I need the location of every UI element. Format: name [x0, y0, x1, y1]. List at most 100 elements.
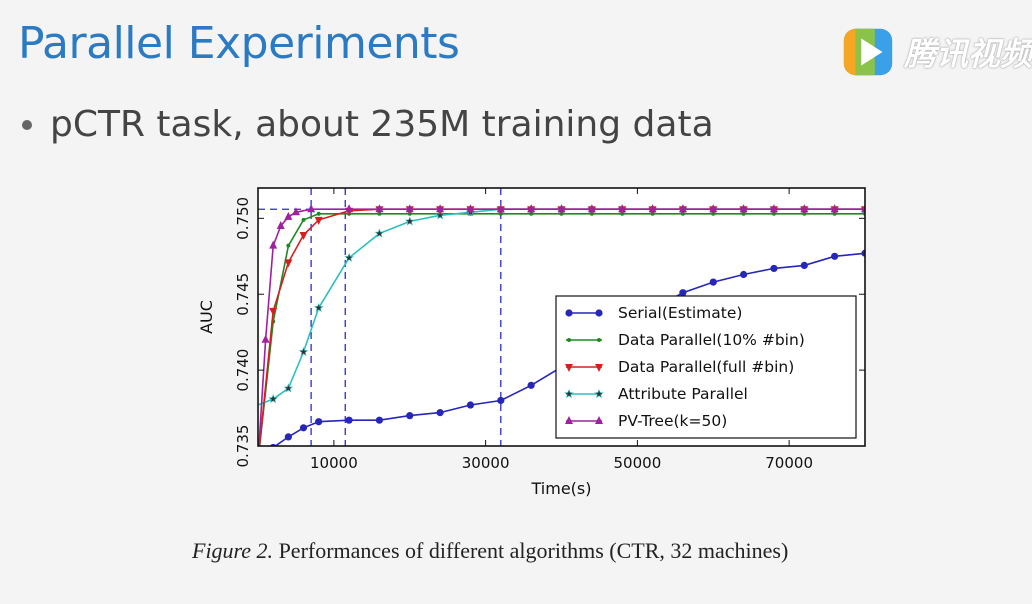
y-tick-label-0: 0.735 — [234, 425, 252, 468]
legend-label-0: Serial(Estimate) — [618, 304, 742, 322]
legend-marker-b-4 — [595, 416, 603, 424]
legend-item-3: Attribute Parallel — [564, 385, 748, 403]
bullet-dot-icon — [22, 119, 32, 130]
bullet-point: pCTR task, about 235M training data — [18, 104, 714, 145]
data-point-4-12 — [496, 204, 505, 213]
x-tick-label-0: 10000 — [310, 454, 358, 472]
legend-label-2: Data Parallel(full #bin) — [618, 358, 794, 376]
legend-label-1: Data Parallel(10% #bin) — [618, 331, 805, 349]
legend-item-0: Serial(Estimate) — [565, 304, 742, 322]
y-axis-label: AUC — [197, 300, 216, 334]
data-point-3-7 — [405, 216, 415, 226]
data-point-4-7 — [345, 204, 354, 213]
data-point-0-19 — [800, 261, 808, 269]
figure-caption: Figure 2. Performances of different algo… — [192, 536, 864, 566]
data-point-0-6 — [406, 412, 414, 420]
x-tick-label-3: 70000 — [765, 454, 813, 472]
data-point-2-3 — [299, 232, 308, 241]
legend-marker-b-1 — [597, 338, 601, 342]
data-point-4-14 — [557, 204, 566, 213]
figure-caption-text: Performances of different algorithms (CT… — [273, 538, 789, 563]
data-point-4-8 — [375, 204, 384, 213]
data-point-0-1 — [284, 433, 292, 441]
data-point-0-3 — [315, 418, 323, 426]
data-point-3-5 — [344, 252, 354, 262]
data-point-0-15 — [679, 289, 687, 297]
data-point-4-22 — [800, 204, 809, 213]
data-point-0-21 — [861, 249, 865, 257]
y-tick-label-3: 0.750 — [234, 197, 252, 240]
legend-label-4: PV-Tree(k=50) — [618, 412, 727, 430]
data-point-4-24 — [861, 204, 865, 213]
legend-marker-a-1 — [567, 338, 571, 342]
data-point-1-4 — [316, 211, 321, 216]
data-point-2-1 — [269, 307, 278, 316]
legend-box — [555, 295, 857, 439]
data-point-4-6 — [307, 204, 316, 213]
legend-marker-b-3 — [594, 389, 604, 399]
data-point-0-18 — [770, 264, 778, 273]
data-point-0-4 — [345, 416, 353, 424]
data-point-0-16 — [709, 278, 717, 286]
data-point-0-8 — [466, 401, 475, 409]
figure-label: Figure 2. — [192, 538, 274, 563]
watermark: 腾讯视频 — [840, 22, 1032, 82]
x-tick-label-2: 50000 — [614, 454, 662, 472]
data-point-0-0 — [269, 443, 277, 446]
data-point-1-2 — [286, 243, 291, 248]
data-point-4-16 — [618, 204, 627, 213]
data-point-4-11 — [466, 204, 475, 213]
series-line-0 — [273, 252, 865, 446]
plot-layer — [258, 188, 865, 446]
legend-marker-a-4 — [565, 416, 573, 424]
data-point-4-9 — [405, 204, 414, 213]
legend-item-4: PV-Tree(k=50) — [565, 412, 727, 430]
data-point-1-3 — [301, 217, 306, 222]
legend-marker-b-0 — [595, 309, 603, 317]
data-point-4-17 — [648, 204, 657, 213]
data-point-4-19 — [709, 204, 718, 213]
data-point-2-2 — [284, 259, 293, 268]
data-point-0-2 — [299, 424, 308, 432]
bullet-text: pCTR task, about 235M training data — [50, 104, 714, 145]
series-4 — [258, 204, 865, 446]
data-point-0-17 — [740, 270, 748, 279]
legend-marker-a-0 — [565, 309, 573, 317]
tencent-video-logo-icon — [843, 28, 893, 76]
data-point-4-18 — [678, 204, 687, 213]
data-point-4-21 — [769, 204, 778, 213]
data-point-0-20 — [831, 252, 839, 260]
x-axis-label: Time(s) — [531, 479, 592, 498]
data-point-4-20 — [739, 204, 748, 213]
data-point-3-6 — [374, 228, 385, 238]
data-point-4-2 — [269, 240, 278, 249]
data-point-4-15 — [587, 204, 596, 213]
legend-marker-b-2 — [595, 364, 603, 372]
legend-marker-a-2 — [565, 364, 573, 372]
legend-marker-a-3 — [564, 389, 574, 399]
data-point-0-5 — [375, 416, 383, 424]
data-point-4-10 — [436, 204, 445, 213]
watermark-text: 腾讯视频 — [903, 35, 1032, 73]
x-tick-label-1: 30000 — [462, 454, 510, 472]
data-point-3-1 — [268, 393, 279, 404]
legend-item-1: Data Parallel(10% #bin) — [566, 331, 805, 349]
data-point-4-5 — [291, 207, 300, 216]
data-point-4-23 — [830, 204, 839, 213]
data-point-4-3 — [276, 220, 285, 229]
slide-title: Parallel Experiments — [18, 18, 460, 69]
data-point-3-2 — [283, 383, 294, 393]
data-point-3-4 — [313, 302, 324, 312]
legend-item-2: Data Parallel(full #bin) — [565, 358, 794, 376]
data-point-4-4 — [284, 211, 293, 220]
data-point-2-4 — [314, 216, 323, 225]
plot-frame — [257, 187, 866, 447]
legend-label-3: Attribute Parallel — [618, 385, 748, 403]
y-tick-label-1: 0.740 — [234, 349, 252, 392]
legend: Serial(Estimate) Data Parallel(10% #bin) D… — [555, 295, 857, 439]
data-point-0-10 — [527, 381, 535, 389]
data-point-4-1 — [261, 334, 270, 343]
data-point-0-9 — [497, 396, 505, 405]
data-point-3-3 — [298, 346, 309, 356]
